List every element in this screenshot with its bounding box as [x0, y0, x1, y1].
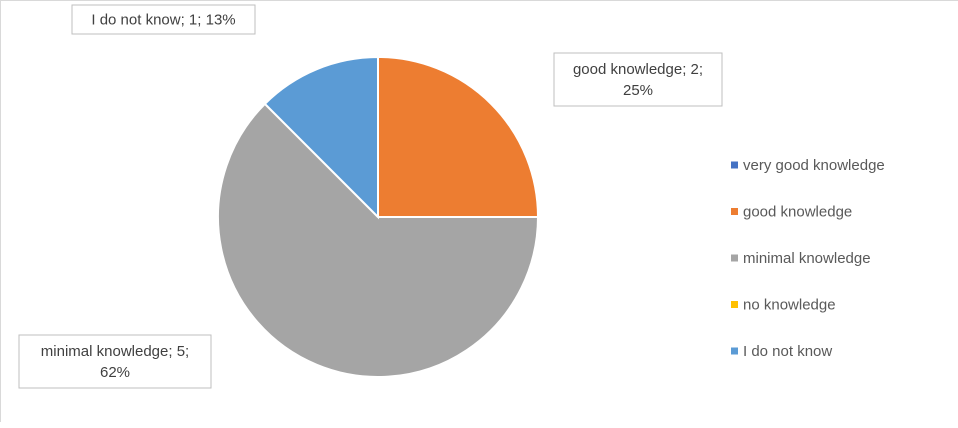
legend-label: I do not know	[743, 343, 832, 360]
data-label-text: I do not know; 1; 13%	[91, 12, 235, 29]
legend-swatch	[731, 161, 738, 169]
data-labels: good knowledge; 2; 25% minimal knowledge; …	[18, 4, 723, 389]
legend-swatch	[731, 208, 738, 215]
data-label-minimal-knowledge: minimal knowledge; 5; 62%	[18, 334, 212, 389]
legend-label: minimal knowledge	[743, 250, 871, 267]
legend-item-i-do-not-know: I do not know	[731, 343, 832, 360]
legend-item-very-good-knowledge: very good knowledge	[731, 157, 885, 174]
legend-label: very good knowledge	[743, 157, 885, 174]
legend-item-no-knowledge: no knowledge	[731, 297, 836, 314]
pie-slices	[217, 55, 540, 378]
data-label-text: minimal knowledge; 5; 62%	[41, 343, 189, 381]
legend-label: no knowledge	[743, 297, 836, 314]
data-label-box	[553, 52, 723, 107]
legend-swatch	[731, 254, 738, 262]
legend-item-good-knowledge: good knowledge	[731, 204, 852, 221]
data-label-box	[18, 334, 212, 389]
pie-slice-good-knowledge	[377, 55, 540, 218]
data-label-i-do-not-know: I do not know; 1; 13%	[71, 4, 256, 35]
legend: very good knowledge good knowledge minimal…	[731, 157, 885, 360]
pie-slice-i-do-not-know	[263, 55, 379, 220]
data-label-good-knowledge: good knowledge; 2; 25%	[553, 52, 723, 107]
legend-label: good knowledge	[743, 204, 852, 221]
legend-swatch	[731, 301, 738, 308]
pie-slice-minimal-knowledge	[217, 102, 540, 378]
legend-item-minimal-knowledge: minimal knowledge	[731, 250, 871, 267]
data-label-text: good knowledge; 2; 25%	[573, 61, 703, 99]
data-label-box	[71, 4, 256, 35]
legend-swatch	[731, 347, 738, 355]
